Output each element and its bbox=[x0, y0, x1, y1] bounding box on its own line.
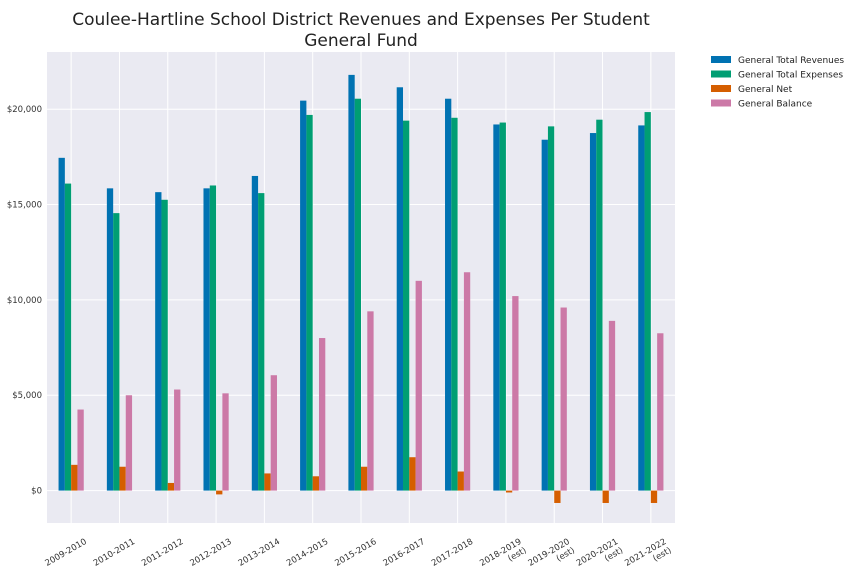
bar-general-total-expenses bbox=[258, 193, 265, 491]
legend-label: General Balance bbox=[738, 100, 813, 110]
legend-swatch bbox=[711, 99, 731, 107]
bar-general-total-revenues bbox=[493, 124, 500, 491]
bar-general-total-expenses bbox=[354, 98, 361, 491]
x-tick-label-line: 2011-2012 bbox=[140, 537, 185, 569]
x-tick-label-line: 2016-2017 bbox=[382, 537, 427, 569]
y-tick-label: $20,000 bbox=[7, 105, 42, 115]
bar-general-net bbox=[554, 490, 561, 503]
x-tick-label: 2014-2015 bbox=[285, 537, 330, 569]
bar-general-total-expenses bbox=[499, 122, 506, 491]
x-tick-label-line: 2013-2014 bbox=[237, 537, 282, 569]
x-tick-label-line: 2014-2015 bbox=[285, 537, 330, 569]
bar-general-total-revenues bbox=[155, 192, 162, 491]
bar-general-balance bbox=[560, 307, 567, 491]
bar-general-total-revenues bbox=[203, 188, 210, 491]
x-tick-label: 2012-2013 bbox=[188, 537, 233, 569]
x-tick-label: 2010-2011 bbox=[92, 537, 137, 569]
x-axis-ticks: 2009-2010 2010-2011 2011-2012 2012-2013 2013… bbox=[44, 537, 674, 569]
chart-subtitle: General Fund bbox=[304, 31, 418, 51]
y-tick-label: $15,000 bbox=[7, 201, 42, 211]
x-tick-label: 2021-2022(est) bbox=[623, 537, 673, 569]
legend: General Total Revenues General Total Expe… bbox=[711, 56, 844, 110]
bar-general-total-expenses bbox=[113, 213, 120, 491]
bar-general-balance bbox=[318, 338, 326, 491]
bar-general-total-revenues bbox=[541, 139, 548, 491]
y-axis-ticks: $0 $5,000 $10,000 $15,000 $20,000 bbox=[7, 105, 42, 496]
bar-general-net bbox=[457, 471, 464, 491]
bars bbox=[58, 74, 664, 503]
bar-general-total-revenues bbox=[396, 87, 404, 491]
bar-general-balance bbox=[174, 389, 181, 491]
x-tick-label: 2009-2010 bbox=[44, 537, 89, 569]
bar-general-total-expenses bbox=[64, 183, 72, 491]
bar-general-total-revenues bbox=[58, 157, 65, 491]
bar-general-net bbox=[71, 464, 78, 491]
bar-general-total-revenues bbox=[589, 133, 597, 491]
bar-general-total-revenues bbox=[106, 188, 114, 491]
bar-general-net bbox=[650, 490, 658, 503]
x-tick-label: 2020-2021(est) bbox=[575, 537, 625, 569]
x-tick-label-line: 2010-2011 bbox=[92, 537, 137, 569]
bar-general-balance bbox=[657, 333, 664, 491]
bar-general-balance bbox=[77, 409, 84, 491]
bar-general-net bbox=[361, 466, 368, 491]
bar-general-balance bbox=[222, 393, 229, 491]
bar-general-net bbox=[119, 466, 126, 491]
legend-swatch bbox=[711, 85, 731, 92]
x-tick-label: 2013-2014 bbox=[237, 537, 282, 569]
x-tick-label-line: 2015-2016 bbox=[333, 537, 378, 569]
bar-general-total-expenses bbox=[306, 114, 313, 491]
bar-general-total-revenues bbox=[445, 98, 452, 491]
bar-general-total-expenses bbox=[209, 185, 217, 491]
x-tick-label: 2017-2018 bbox=[430, 537, 475, 569]
bar-general-total-expenses bbox=[161, 199, 168, 491]
y-tick-label: $5,000 bbox=[12, 391, 42, 401]
bar-general-balance bbox=[125, 395, 133, 491]
x-tick-label: 2018-2019(est) bbox=[478, 537, 528, 569]
legend-label: General Net bbox=[738, 85, 793, 95]
bar-general-total-revenues bbox=[638, 125, 645, 491]
x-tick-label: 2019-2020(est) bbox=[527, 537, 577, 569]
bar-general-balance bbox=[512, 296, 519, 491]
x-tick-label-line: 2009-2010 bbox=[44, 537, 89, 569]
x-tick-label: 2015-2016 bbox=[333, 537, 378, 569]
bar-general-balance bbox=[270, 375, 277, 491]
x-tick-label-line: 2017-2018 bbox=[430, 537, 475, 569]
bar-general-net bbox=[602, 490, 609, 503]
bar-general-balance bbox=[367, 311, 374, 491]
bar-general-total-expenses bbox=[596, 119, 603, 491]
legend-swatch bbox=[711, 56, 731, 63]
bar-general-total-revenues bbox=[251, 175, 259, 491]
x-tick-label: 2016-2017 bbox=[382, 537, 427, 569]
bar-general-net bbox=[216, 490, 223, 495]
bar-general-net bbox=[312, 476, 319, 491]
bar-general-total-expenses bbox=[451, 117, 458, 491]
bar-general-net bbox=[409, 457, 416, 491]
bar-general-total-revenues bbox=[300, 100, 307, 491]
bar-general-total-expenses bbox=[644, 112, 651, 491]
bar-general-net bbox=[264, 473, 271, 491]
bar-general-balance bbox=[463, 272, 471, 491]
chart-title: Coulee-Hartline School District Revenues… bbox=[72, 10, 650, 30]
legend-swatch bbox=[711, 70, 731, 78]
x-tick-label-line: 2012-2013 bbox=[188, 537, 233, 569]
bar-general-balance bbox=[415, 280, 422, 491]
y-tick-label: $10,000 bbox=[7, 296, 42, 306]
bar-general-net bbox=[505, 490, 513, 493]
bar-general-balance bbox=[608, 320, 616, 491]
y-tick-label: $0 bbox=[31, 487, 42, 497]
bar-general-total-revenues bbox=[348, 74, 355, 491]
bar-general-total-expenses bbox=[547, 126, 555, 491]
legend-label: General Total Revenues bbox=[738, 56, 844, 66]
legend-label: General Total Expenses bbox=[738, 71, 843, 81]
bar-general-total-expenses bbox=[403, 120, 410, 491]
x-tick-label: 2011-2012 bbox=[140, 537, 185, 569]
bar-general-net bbox=[167, 482, 175, 491]
